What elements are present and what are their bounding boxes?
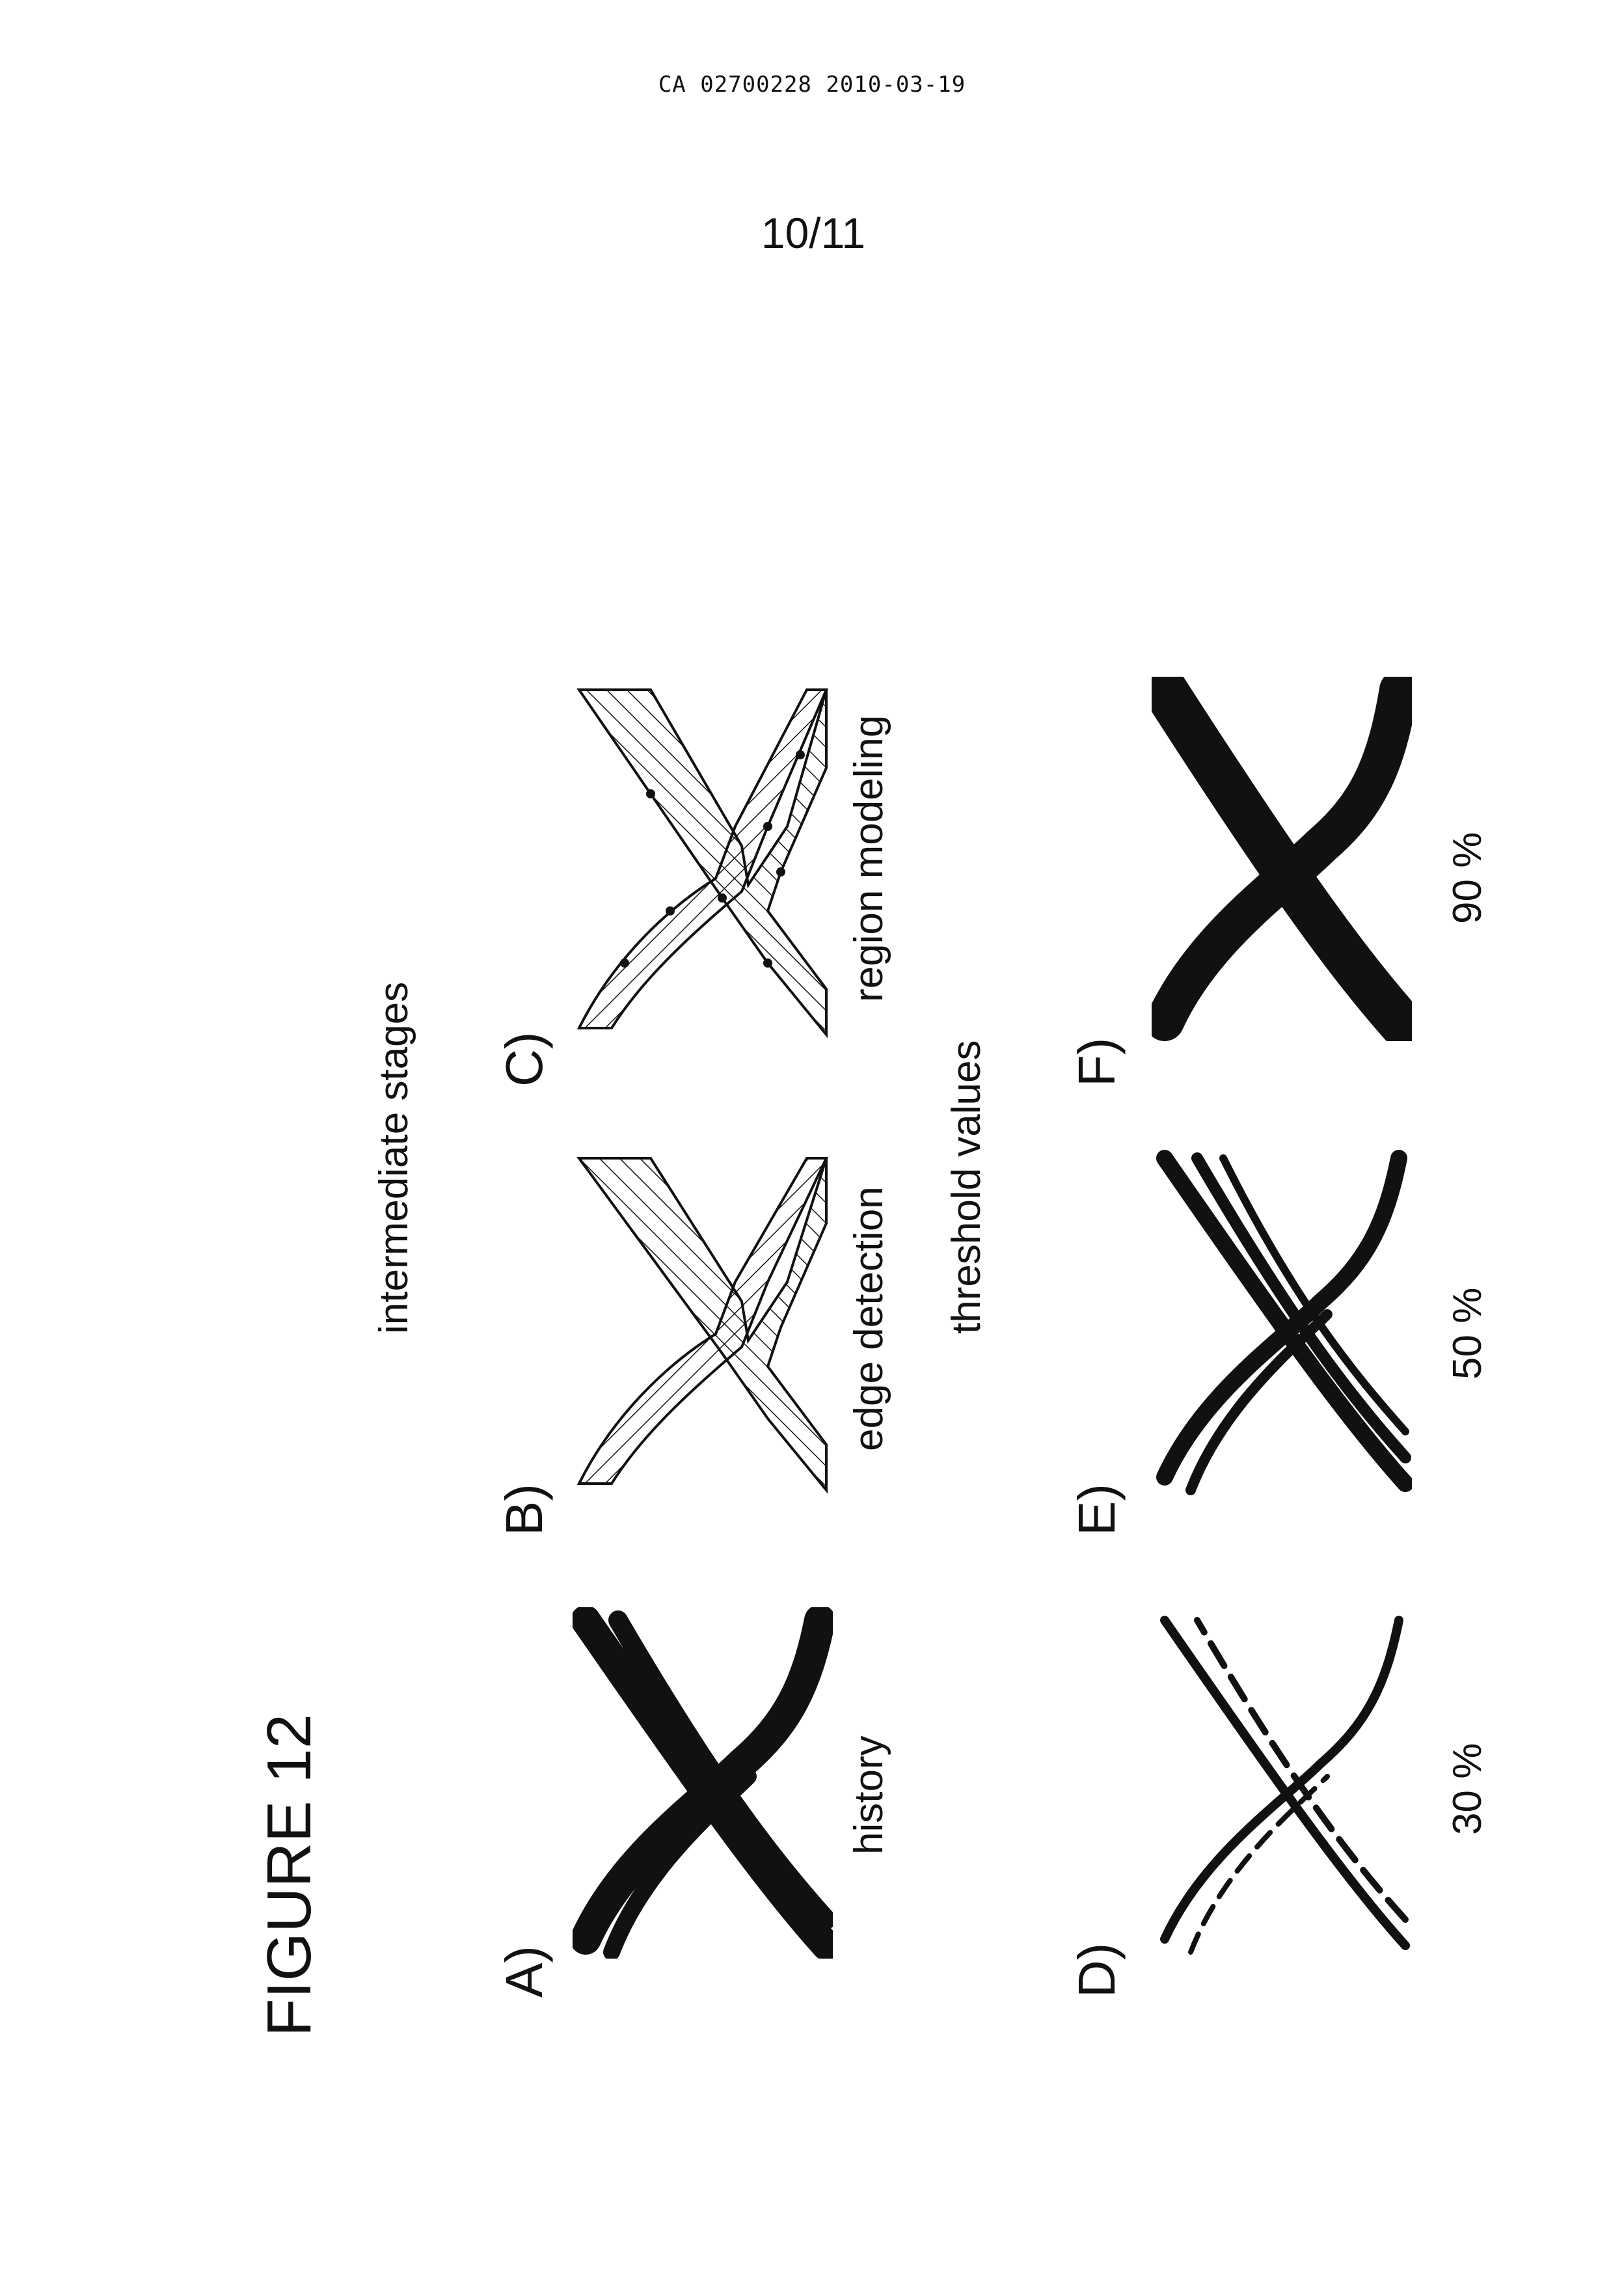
panel-b-caption: edge detection [846, 1186, 892, 1451]
panel-c-region-modeling-image [573, 677, 833, 1041]
panel-c-caption: region modeling [846, 715, 892, 1002]
panel-f-letter: F) [1067, 1037, 1127, 1087]
panel-b-letter: B) [494, 1484, 554, 1536]
figure-title: FIGURE 12 [254, 1714, 325, 2037]
panel-d-letter: D) [1067, 1943, 1127, 1998]
panel-c-letter: C) [494, 1032, 554, 1087]
panel-a-history-image [573, 1607, 833, 1959]
panel-e-threshold-50-image [1152, 1145, 1412, 1497]
panel-a-letter: A) [494, 1946, 554, 1998]
panel-d-threshold-30-image [1152, 1607, 1412, 1959]
panel-e-threshold-label: 50 % [1444, 1288, 1491, 1379]
panel-e-letter: E) [1067, 1484, 1127, 1536]
panel-f-threshold-90-image [1152, 677, 1412, 1041]
panel-b-edge-detection-image [573, 1145, 833, 1497]
intermediate-stages-title: intermediate stages [371, 982, 417, 1334]
rotated-figure-sheet: FIGURE 12 intermediate stages threshold … [156, 78, 1588, 2160]
panel-d-threshold-label: 30 % [1444, 1743, 1491, 1835]
panel-f-threshold-label: 90 % [1444, 832, 1491, 924]
panel-a-caption: history [846, 1735, 892, 1854]
threshold-values-title: threshold values [943, 1040, 990, 1335]
